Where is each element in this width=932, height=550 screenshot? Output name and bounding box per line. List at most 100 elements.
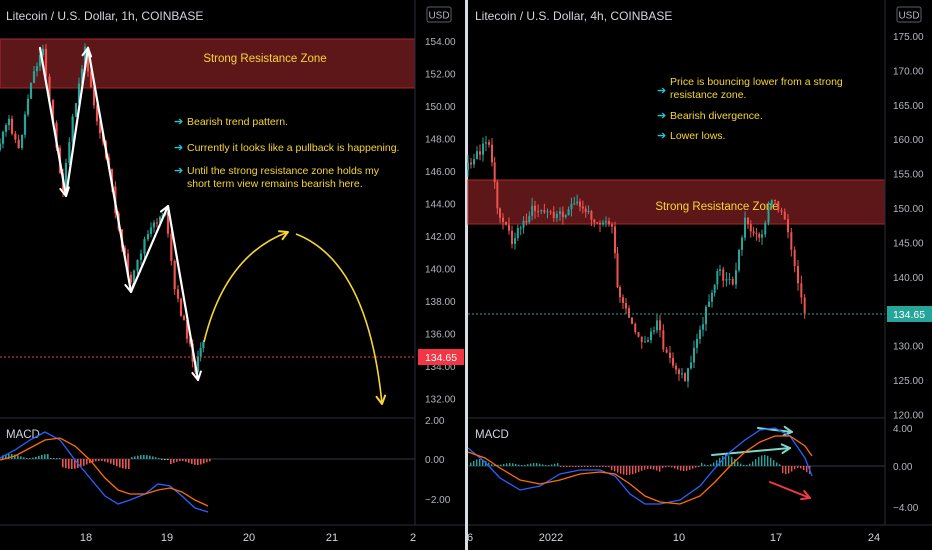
macd-histogram-bar bbox=[551, 464, 553, 466]
macd-histogram-bar bbox=[488, 462, 490, 466]
macd-histogram-bar bbox=[569, 466, 571, 467]
candle-body bbox=[690, 362, 692, 369]
right-price-label: 134.65 bbox=[893, 309, 925, 321]
candle-body bbox=[777, 201, 780, 211]
right-note-3: Lower lows. bbox=[670, 130, 725, 142]
candle-body bbox=[614, 226, 616, 254]
candle-body bbox=[525, 220, 528, 223]
macd-histogram-bar bbox=[482, 459, 484, 466]
zigzag-arrowhead bbox=[59, 186, 70, 197]
macd-histogram-bar bbox=[158, 458, 160, 460]
yellow-projection-down bbox=[295, 233, 383, 405]
macd-histogram-bar bbox=[134, 456, 136, 459]
macd-histogram-bar bbox=[746, 464, 748, 466]
left-y-axis: 154.00 152.00 150.00 148.00 146.00 144.00 142.… bbox=[425, 37, 456, 406]
macd-histogram-bar bbox=[539, 463, 541, 466]
y-tick-label: 150.00 bbox=[893, 204, 924, 215]
macd-histogram-bar bbox=[803, 466, 805, 471]
candle-body bbox=[659, 320, 661, 331]
macd-histogram-bar bbox=[104, 459, 106, 462]
candle-body bbox=[89, 71, 93, 88]
candle-body bbox=[564, 214, 567, 218]
macd-histogram-bar bbox=[773, 460, 775, 466]
x-tick-label: 10 bbox=[673, 532, 685, 544]
candle-body bbox=[767, 206, 770, 223]
left-note-4: short term view remains bearish here. bbox=[187, 178, 363, 190]
candle-body bbox=[176, 289, 180, 299]
candle-body bbox=[129, 274, 133, 283]
left-note-2: Currently it looks like a pullback is ha… bbox=[187, 142, 399, 154]
y-tick-label: 140.00 bbox=[425, 265, 456, 276]
macd-histogram-bar bbox=[167, 458, 169, 460]
macd-histogram-bar bbox=[599, 466, 601, 467]
candle-body bbox=[579, 201, 581, 207]
candle-body bbox=[787, 219, 789, 233]
right-macd-label: MACD bbox=[475, 429, 509, 441]
y-tick-label: 132.00 bbox=[425, 395, 456, 406]
candle-body bbox=[644, 341, 646, 343]
candle-body bbox=[774, 200, 776, 202]
macd-histogram-bar bbox=[545, 464, 547, 466]
candle-body bbox=[29, 82, 33, 99]
candle-body bbox=[665, 349, 668, 353]
macd-signal-line bbox=[467, 435, 813, 505]
macd-histogram-bar bbox=[62, 459, 64, 468]
macd-histogram-bar bbox=[548, 464, 550, 466]
candle-body bbox=[179, 298, 183, 316]
left-price-badge bbox=[418, 349, 464, 365]
macd-histogram-bar bbox=[521, 464, 523, 466]
left-candles bbox=[0, 43, 205, 375]
macd-histogram-bar bbox=[83, 459, 85, 466]
candle-body bbox=[519, 227, 522, 229]
macd-histogram-bar bbox=[146, 455, 148, 459]
candle-body bbox=[681, 373, 683, 375]
candle-body bbox=[693, 347, 695, 363]
candle-body bbox=[479, 151, 481, 155]
macd-histogram-bar bbox=[515, 463, 517, 466]
macd-histogram-bar bbox=[86, 459, 88, 465]
macd-histogram-bar bbox=[782, 466, 784, 473]
candle-body bbox=[68, 142, 71, 163]
candle-body bbox=[596, 222, 599, 224]
macd-histogram-bar bbox=[536, 463, 538, 466]
macd-histogram-bar bbox=[41, 454, 43, 459]
right-chart-title: Litecoin / U.S. Dollar, 4h, COINBASE bbox=[475, 9, 672, 23]
y-tick-label: 175.00 bbox=[893, 32, 924, 43]
left-macd bbox=[0, 431, 415, 513]
y-tick-label: 148.00 bbox=[425, 135, 456, 146]
candle-body bbox=[188, 338, 192, 344]
candle-body bbox=[625, 302, 627, 309]
macd-histogram-bar bbox=[95, 459, 97, 462]
macd-histogram-bar bbox=[131, 457, 133, 459]
candle-body bbox=[136, 259, 139, 271]
candle-body bbox=[86, 46, 90, 72]
macd-histogram-bar bbox=[632, 466, 634, 475]
candle-body bbox=[678, 369, 680, 375]
candle-body bbox=[185, 320, 189, 339]
candle-body bbox=[555, 213, 558, 219]
macd-histogram-bar bbox=[113, 459, 115, 465]
macd-histogram-bar bbox=[722, 455, 724, 466]
macd-histogram-bar bbox=[554, 463, 556, 466]
macd-histogram-bar bbox=[692, 466, 694, 469]
macd-histogram-bar bbox=[203, 459, 205, 464]
candle-body bbox=[139, 253, 143, 260]
candle-body bbox=[546, 211, 549, 213]
macd-histogram-bar bbox=[614, 466, 616, 472]
candle-body bbox=[647, 340, 649, 342]
macd-histogram-bar bbox=[98, 459, 100, 462]
x-tick-label: 2022 bbox=[539, 532, 563, 544]
candle-body bbox=[467, 162, 469, 170]
candle-body bbox=[74, 103, 78, 117]
candle-body bbox=[473, 159, 475, 165]
macd-histogram-bar bbox=[785, 466, 787, 474]
white-zigzag-line bbox=[38, 46, 200, 382]
candle-body bbox=[1, 131, 5, 144]
candle-body bbox=[713, 284, 716, 293]
y-tick-label: 146.00 bbox=[425, 167, 456, 178]
candle-body bbox=[800, 283, 803, 298]
macd-histogram-bar bbox=[725, 455, 727, 466]
right-price-badge bbox=[887, 306, 932, 322]
candle-body bbox=[770, 200, 773, 207]
yellow-arrowhead bbox=[375, 394, 387, 405]
